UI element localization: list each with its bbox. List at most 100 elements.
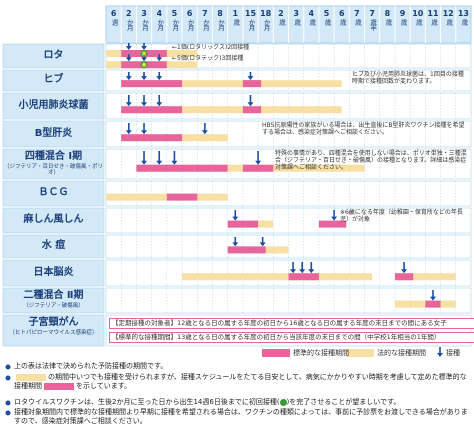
inline-swatch xyxy=(44,382,74,390)
column-number: 13 xyxy=(457,9,469,18)
row-label-bg xyxy=(2,92,105,120)
row-label-bg xyxy=(2,314,105,347)
row-note: 特殊の事情があり、四種混合を使用しない場合は、ポリオ単独・三種混合（ジフテリア・… xyxy=(275,150,467,171)
column-number: 6 xyxy=(110,9,117,18)
standard-period xyxy=(136,164,228,172)
dose-arrow-head xyxy=(141,160,148,165)
bullet xyxy=(5,410,11,416)
column-number: 18 xyxy=(260,9,272,18)
dose-arrow-head xyxy=(232,242,239,247)
column-number: 10 xyxy=(412,9,424,18)
column-number: 9 xyxy=(399,9,406,18)
legend-legal-swatch xyxy=(346,349,374,357)
bullet xyxy=(5,400,11,406)
legend-standard: 標準的な接種期間 xyxy=(293,349,349,357)
standard-period xyxy=(227,220,259,228)
vaccine-name: 水 痘 xyxy=(41,240,66,251)
vaccine-subname: （ジフテリア・破傷風） xyxy=(23,303,84,309)
inline-star xyxy=(279,398,287,406)
standard-period xyxy=(242,80,262,88)
dose-arrow-head xyxy=(141,102,148,107)
footnote: 上の表は法律で決められた予防接種の期間です。 xyxy=(14,362,470,371)
column-number: 7 xyxy=(202,9,208,18)
column-unit: 歳 xyxy=(322,19,331,25)
legal-period xyxy=(121,80,342,88)
vaccine-name: 二種混合 Ⅱ期 xyxy=(23,290,84,301)
dose-arrow-head xyxy=(156,76,163,81)
legal-period xyxy=(182,273,373,281)
row-note: ヒブ及び小児用肺炎球菌は、1回目の接種時期で接種回数が変わります。 xyxy=(352,71,464,85)
dose-arrow-head xyxy=(247,76,254,81)
star xyxy=(141,50,147,56)
dose-arrow-head xyxy=(141,76,148,81)
footnote-text: ロタウイルスワクチンは、生後2か月に至った日から出生14週6日後までに初回接種( xyxy=(14,398,280,406)
standard-period xyxy=(166,193,198,201)
legend-arrow-head xyxy=(437,353,443,357)
dose-arrow-head xyxy=(156,57,163,62)
footnote: ロタウイルスワクチンは、生後2か月に至った日から出生14週6日後までに初回接種(… xyxy=(14,398,470,407)
standard-period xyxy=(242,106,262,114)
column-unit: 歳半 xyxy=(368,19,377,30)
vaccine-name: 日本脳炎 xyxy=(33,266,74,278)
vaccine-name: ヒブ xyxy=(43,74,64,85)
dose-arrow-head xyxy=(125,57,132,62)
column-unit: 歳 xyxy=(459,19,468,25)
standard-period xyxy=(121,80,183,88)
column-unit: か月 xyxy=(201,19,210,30)
dose-arrow-head xyxy=(429,296,436,301)
column-unit: 歳 xyxy=(383,19,392,25)
row-label-bg xyxy=(2,43,105,69)
row-label-bg xyxy=(2,148,105,180)
footnote: の期間中いつでも接種を受けられますが、接種スケジュールをたてる目安として、病気に… xyxy=(14,373,470,391)
dose-arrow-head xyxy=(125,46,132,50)
row-note: ←5価(ロタテック)3回接種 xyxy=(172,55,244,62)
vaccine-name: 麻しん風しん xyxy=(23,214,84,225)
column-number: 7 xyxy=(354,9,360,18)
vaccine-subname: （ヒトパピローマウイルス感染症） xyxy=(9,330,98,336)
standard-period xyxy=(242,164,274,172)
dose-arrow-head xyxy=(232,216,239,221)
row-note: ←1価(ロタリックス)2回接種 xyxy=(172,44,250,51)
dose-arrow-head xyxy=(299,269,306,274)
row-label-bg xyxy=(2,287,105,314)
dose-arrow-head xyxy=(156,160,163,165)
standard-period xyxy=(394,273,414,281)
column-unit: 歳 xyxy=(429,19,438,25)
dose-arrow-head xyxy=(331,216,338,221)
legal-period xyxy=(394,273,456,281)
dose-arrow-head xyxy=(201,130,208,135)
dose-arrow-head xyxy=(141,57,148,62)
vaccine-name: B型肝炎 xyxy=(34,127,73,139)
dose-arrow-head xyxy=(156,102,163,107)
dose-arrow-head xyxy=(125,76,132,81)
column-unit: 歳 xyxy=(399,19,408,25)
dose-arrow-head xyxy=(141,46,148,50)
row-note: ※6歳になる年度（幼稚園・保育所などの年長児）が対象 xyxy=(340,209,463,223)
dose-arrow-head xyxy=(259,242,266,247)
column-number: 15 xyxy=(244,9,257,18)
column-unit: か月 xyxy=(262,19,271,30)
dose-arrow-head xyxy=(141,130,148,135)
footnote-text: の期間中いつでも接種を受けられますが、接種スケジュールをたてる目安として、病気に… xyxy=(14,373,467,391)
column-number: 12 xyxy=(442,9,454,18)
column-unit: か月 xyxy=(155,19,164,30)
legal-period xyxy=(121,106,342,114)
inline-swatch xyxy=(16,373,46,381)
footnote-text: )を完了させることが望ましいです。 xyxy=(286,398,401,406)
column-unit: か月 xyxy=(125,19,134,30)
column-unit: 歳 xyxy=(277,19,286,25)
column-unit: 歳 xyxy=(338,19,347,25)
standard-period xyxy=(288,273,319,281)
column-number: 2 xyxy=(126,9,132,18)
row-note: 【標準的な接種期間】13歳となる日の属する年度の初日から当該年度の末日までの間（… xyxy=(109,332,474,344)
standard-period xyxy=(121,106,183,114)
legend-legal: 法的な接種期間 xyxy=(377,349,426,357)
column-unit: 歳 xyxy=(231,19,240,25)
dose-arrow-head xyxy=(255,160,262,165)
column-number: 3 xyxy=(141,9,147,18)
standard-period xyxy=(425,300,441,308)
dose-arrow-head xyxy=(247,102,254,107)
column-number: 4 xyxy=(156,9,163,18)
dose-arrow-head xyxy=(308,269,315,274)
